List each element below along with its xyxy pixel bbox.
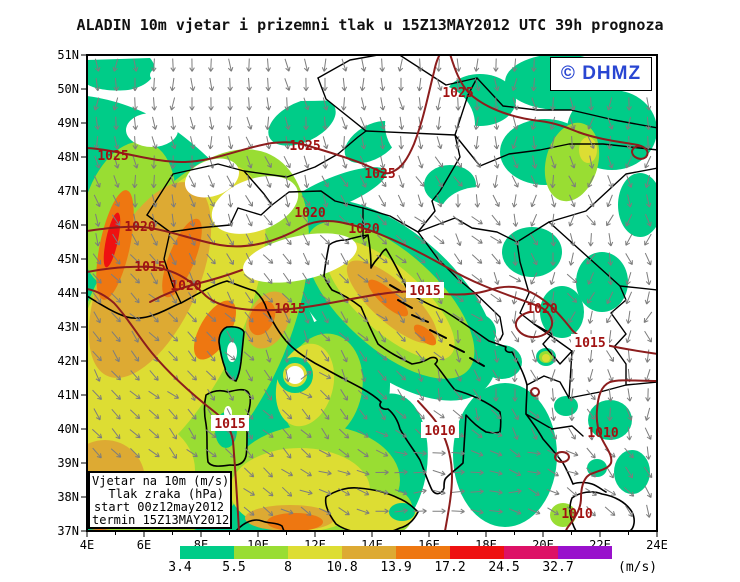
legend-tick-label: 24.5 (488, 560, 520, 575)
pressure-label: 1010 (424, 424, 455, 439)
lat-axis-label: 43N (57, 320, 79, 334)
wind-speed-shading (87, 55, 657, 531)
info-line-wind: Vjetar na 10m (m/s) (92, 474, 230, 488)
lat-axis-label: 42N (57, 354, 79, 368)
lat-axis-label: 47N (57, 184, 79, 198)
pressure-label: 1015 (134, 260, 165, 275)
legend-color-segment (396, 546, 450, 559)
map-interior: 1025 1025 1025 1025 1020 1020 1020 1020 1020 1015… (87, 55, 657, 531)
legend-color-segment (450, 546, 504, 559)
legend-tick-label: 3.4 (168, 560, 192, 575)
lon-axis-label: 24E (646, 538, 668, 552)
legend-tick-label: 10.8 (326, 560, 358, 575)
lat-axis-label: 44N (57, 286, 79, 300)
pressure-label: 1020 (294, 206, 325, 221)
legend-tick-label: 8 (284, 560, 292, 575)
legend-color-segment (180, 546, 234, 559)
lat-axis-label: 49N (57, 116, 79, 130)
lon-axis-label: 6E (137, 538, 151, 552)
pressure-label: 1015 (214, 417, 245, 432)
info-line-termin: termin 15Z13MAY2012 (92, 513, 230, 527)
pressure-label: 1020 (124, 220, 155, 235)
legend-color-segment (288, 546, 342, 559)
dhmz-logo-text: © DHMZ (560, 63, 642, 84)
legend-color-segment (504, 546, 558, 559)
lon-axis-label: 4E (80, 538, 94, 552)
map-info-box: Vjetar na 10m (m/s) Tlak zraka (hPa) sta… (88, 471, 232, 529)
legend-units-label: (m/s) (618, 560, 658, 575)
lat-axis-label: 39N (57, 456, 79, 470)
pressure-label: 1025 (97, 149, 128, 164)
pressure-label: 1015 (409, 284, 440, 299)
legend-color-segment (342, 546, 396, 559)
dhmz-logo: © DHMZ (550, 57, 652, 91)
lat-axis-label: 45N (57, 252, 79, 266)
pressure-label: 1020 (348, 222, 379, 237)
pressure-label: 1015 (274, 302, 305, 317)
lat-axis-label: 50N (57, 82, 79, 96)
legend-color-bar (180, 546, 612, 559)
pressure-label: 1010 (587, 426, 618, 441)
pressure-label: 1015 (574, 336, 605, 351)
info-line-pressure: Tlak zraka (hPa) (108, 487, 224, 501)
lat-axis-label: 51N (57, 48, 79, 62)
pressure-label: 1020 (526, 302, 557, 317)
pressure-label: 1025 (289, 139, 320, 154)
legend-tick-label: 32.7 (542, 560, 574, 575)
legend-tick-label: 13.9 (380, 560, 412, 575)
legend-color-segment (558, 546, 612, 559)
pressure-label: 1020 (170, 279, 201, 294)
legend-tick-label: 5.5 (222, 560, 246, 575)
lat-axis-label: 46N (57, 218, 79, 232)
info-line-start: start 00z12may2012 (93, 500, 224, 514)
legend-color-segment (234, 546, 288, 559)
lat-axis-label: 48N (57, 150, 79, 164)
legend-tick-label: 17.2 (434, 560, 466, 575)
pressure-label: 1025 (364, 167, 395, 182)
lat-axis-label: 40N (57, 422, 79, 436)
pressure-label: 1025 (442, 86, 473, 101)
lat-axis-label: 37N (57, 524, 79, 538)
pressure-labels: 1025 1025 1025 1025 1020 1020 1020 1020 1020 1015… (97, 86, 618, 522)
lat-axis-label: 38N (57, 490, 79, 504)
wind-arrows (91, 58, 653, 518)
pressure-label: 1010 (561, 507, 592, 522)
page-title: ALADIN 10m vjetar i prizemni tlak u 15Z1… (76, 16, 664, 34)
lat-axis-label: 41N (57, 388, 79, 402)
